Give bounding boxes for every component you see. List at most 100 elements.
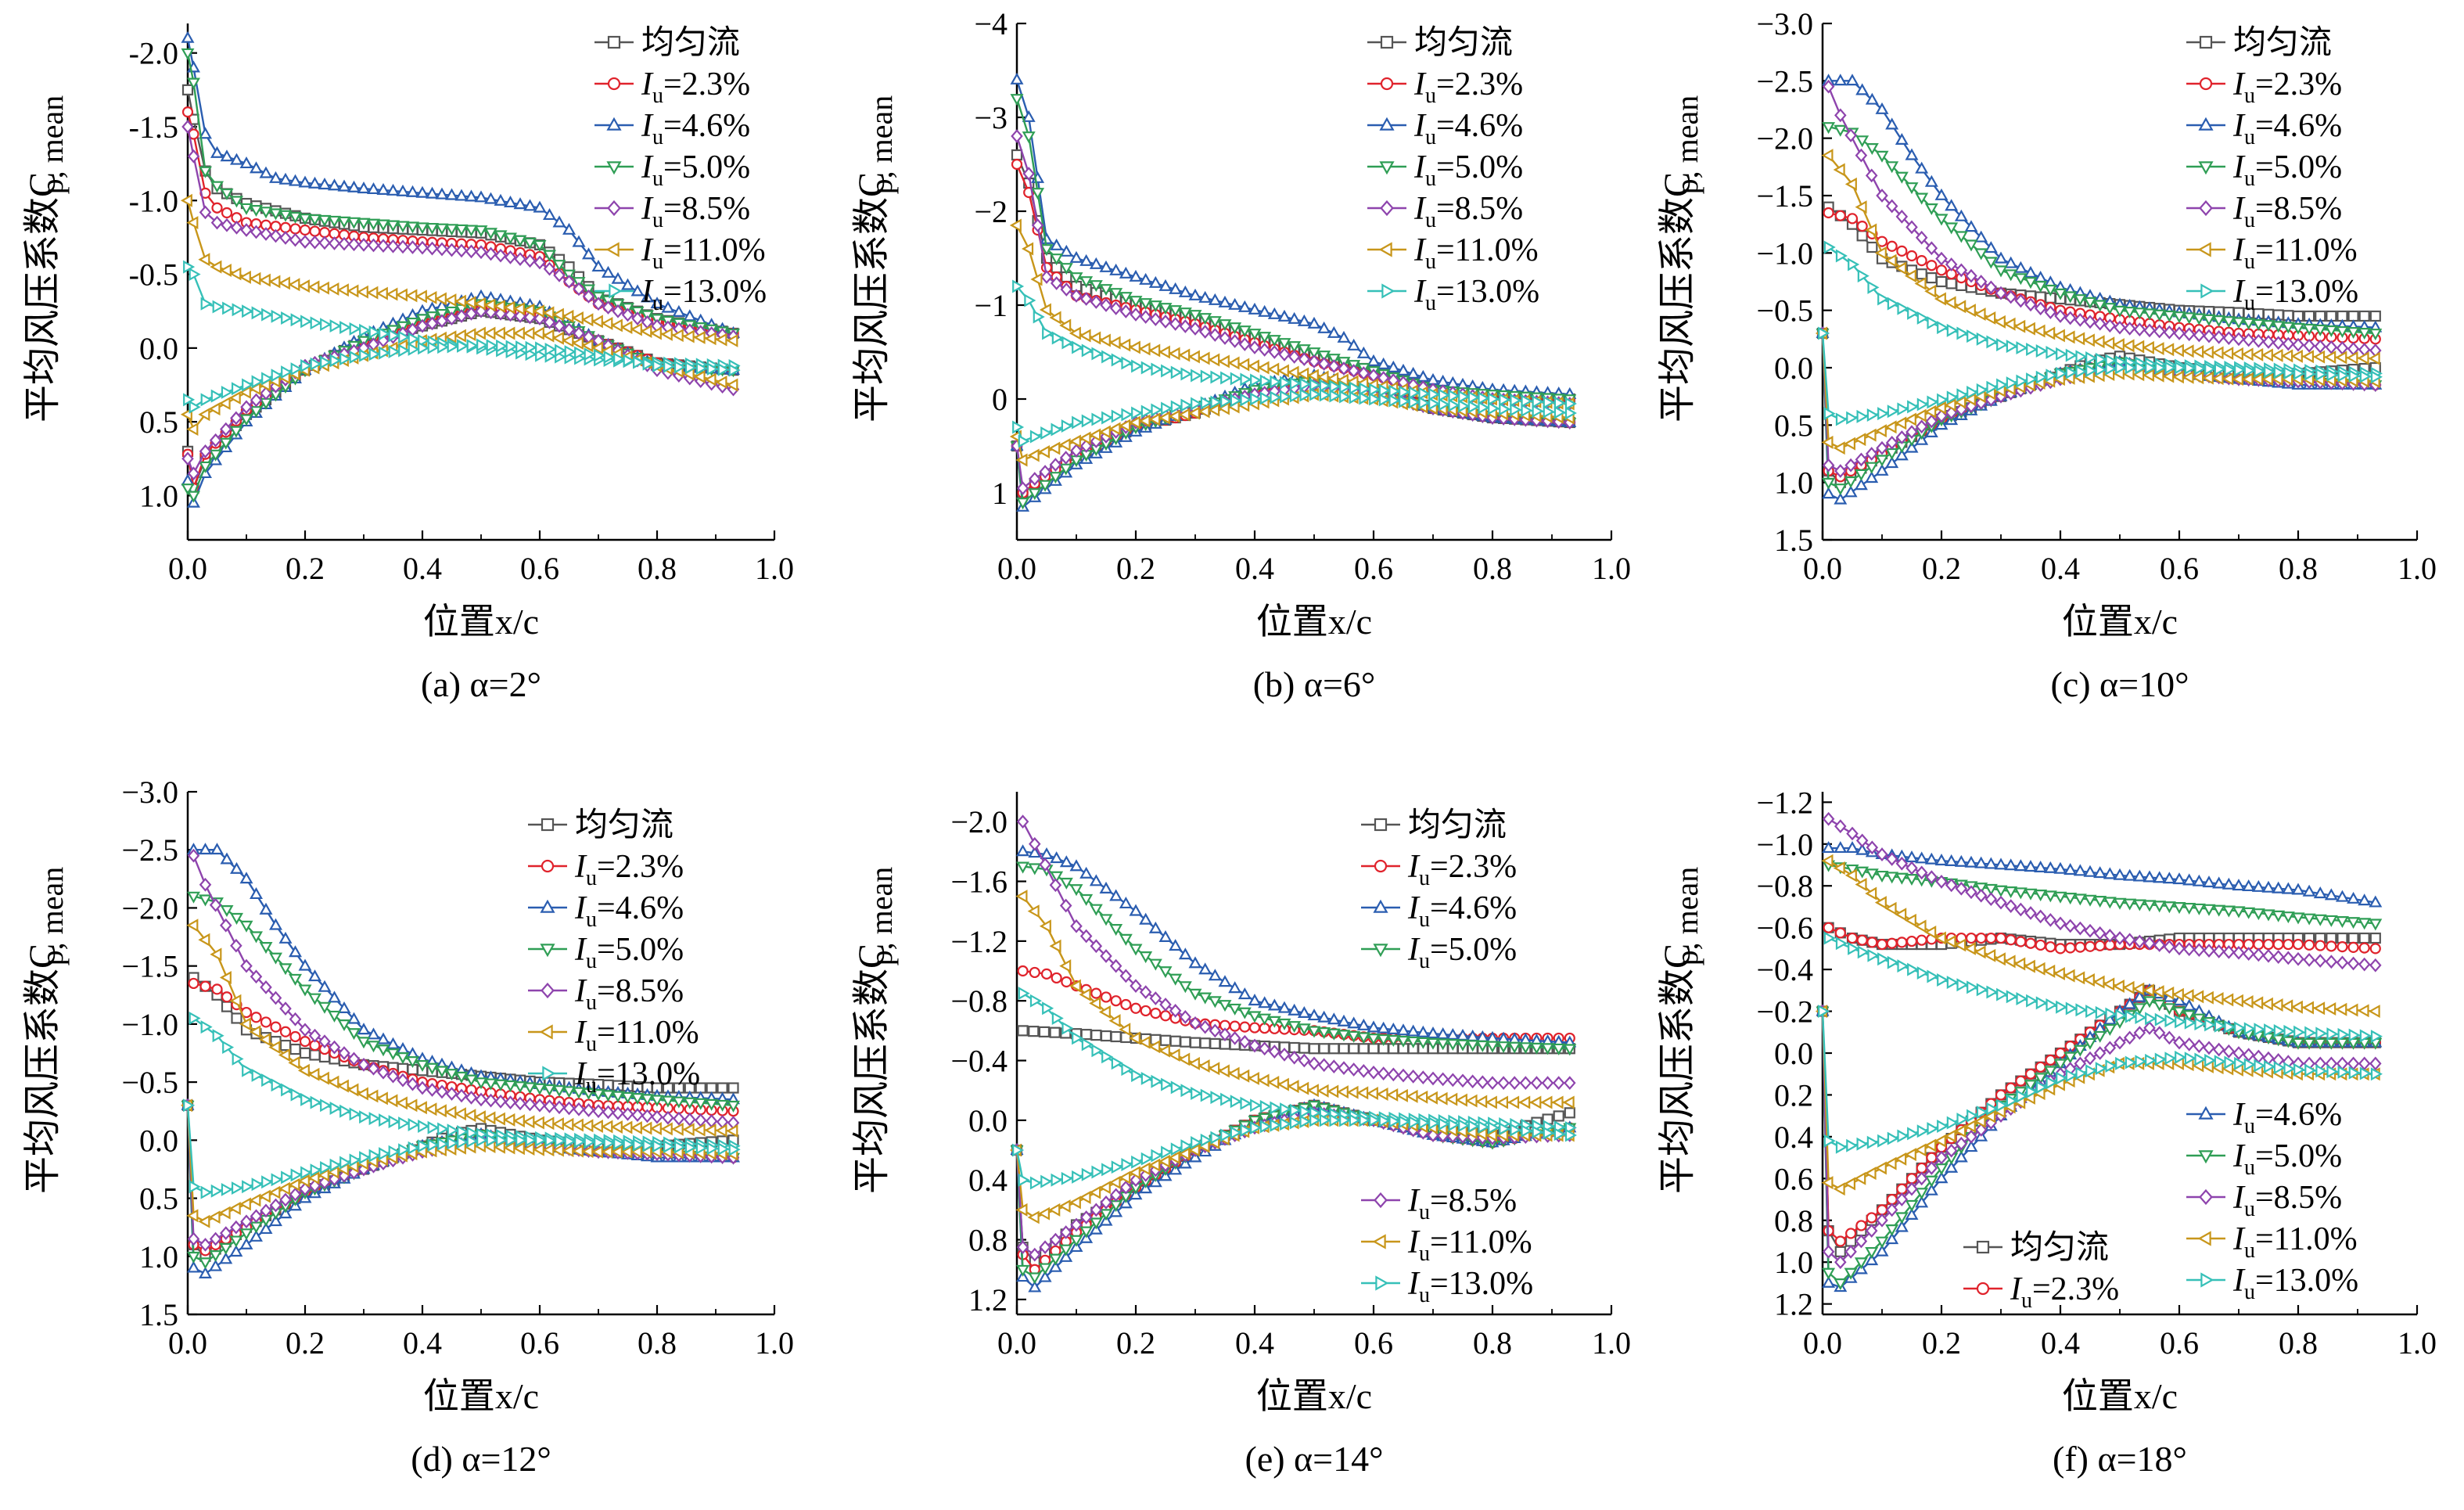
legend-subscript: u [586, 1032, 597, 1056]
x-tick-label: 0.4 [2041, 551, 2080, 586]
data-point [260, 227, 272, 241]
data-point [2272, 938, 2284, 951]
data-point [1198, 313, 1212, 325]
data-point [2054, 1047, 2067, 1059]
data-point [512, 1114, 525, 1128]
legend-marker [541, 982, 555, 999]
legend-marker [606, 117, 622, 131]
data-point [1099, 260, 1113, 272]
data-point [484, 192, 497, 204]
data-point [1048, 472, 1062, 484]
data-point [1916, 255, 1927, 267]
data-point [682, 329, 695, 343]
data-point [219, 1252, 233, 1264]
data-point [349, 351, 361, 364]
data-point [1217, 354, 1230, 369]
data-point [475, 245, 487, 260]
y-axis-label-subscript: p, mean [1669, 867, 1704, 966]
data-point [2325, 340, 2338, 354]
data-point [1995, 895, 2007, 910]
data-point [562, 222, 576, 235]
data-point [544, 342, 557, 356]
data-point [1187, 350, 1200, 364]
data-point [425, 290, 437, 304]
data-point [2292, 951, 2304, 966]
data-point [553, 318, 566, 333]
data-point [408, 332, 420, 346]
data-point [1864, 428, 1877, 442]
data-point [2003, 317, 2016, 331]
legend-subscript: u [2244, 291, 2255, 315]
data-point [209, 1250, 223, 1263]
data-point [1896, 937, 1908, 948]
legend-label: Iu=2.3% [574, 849, 684, 890]
data-point [562, 333, 574, 347]
data-point [2281, 349, 2293, 363]
data-point [1346, 1085, 1359, 1099]
data-point [661, 300, 675, 313]
y-axis-label-subscript: p, mean [34, 95, 70, 195]
data-point [337, 216, 351, 228]
legend-symbol: I [641, 149, 654, 185]
data-point [1218, 295, 1232, 307]
x-tick-label: 0.8 [2279, 1325, 2318, 1361]
data-point [641, 290, 654, 303]
data-point [189, 268, 201, 282]
data-point [1916, 268, 1927, 280]
data-point [379, 1113, 391, 1127]
data-point [1887, 297, 1899, 311]
data-point [1386, 360, 1400, 372]
x-tick-label: 1.0 [755, 551, 794, 586]
data-point [704, 332, 717, 346]
data-point [228, 391, 241, 404]
data-point [1427, 1071, 1439, 1086]
data-point [1358, 1043, 1370, 1055]
data-point [279, 231, 292, 245]
data-point [337, 179, 351, 192]
data-point [1367, 1043, 1380, 1055]
data-point [1101, 1163, 1114, 1177]
data-point [1336, 1085, 1349, 1099]
data-point [405, 1098, 418, 1113]
data-point [1069, 1195, 1081, 1210]
data-point [484, 228, 497, 240]
data-point [2024, 1068, 2037, 1080]
data-point [186, 422, 199, 437]
data-point [473, 326, 486, 340]
data-point [1109, 889, 1123, 901]
data-point [2242, 947, 2255, 961]
data-point [1228, 981, 1242, 994]
data-point [437, 1122, 450, 1136]
data-point [631, 311, 644, 326]
data-point [1974, 307, 1986, 322]
data-point [1877, 407, 1890, 421]
data-point [221, 207, 233, 219]
data-point [1011, 149, 1023, 161]
data-point [1485, 1095, 1497, 1109]
data-point [2035, 1061, 2046, 1073]
x-tick-label: 0.0 [168, 551, 207, 586]
y-tick-label: −3.0 [1756, 6, 1813, 41]
data-point [1198, 1059, 1210, 1073]
legend-marker [1378, 242, 1392, 257]
data-point [1435, 1091, 1448, 1106]
data-point [1897, 402, 1909, 416]
data-point [1220, 1092, 1233, 1106]
data-point [2013, 319, 2026, 333]
data-point [187, 1260, 200, 1273]
legend-value: =2.3% [2255, 67, 2342, 102]
data-point [1150, 1008, 1162, 1019]
data-point [2053, 329, 2065, 343]
data-point [1297, 344, 1311, 357]
data-point [386, 1094, 398, 1108]
data-point [1140, 1152, 1153, 1166]
data-point [2073, 332, 2085, 346]
x-tick-label: 0.0 [997, 551, 1036, 586]
data-point [1198, 351, 1210, 365]
data-point [1237, 1069, 1250, 1083]
data-point [1866, 1212, 1877, 1224]
data-point [297, 279, 310, 293]
data-point [1110, 1030, 1122, 1043]
